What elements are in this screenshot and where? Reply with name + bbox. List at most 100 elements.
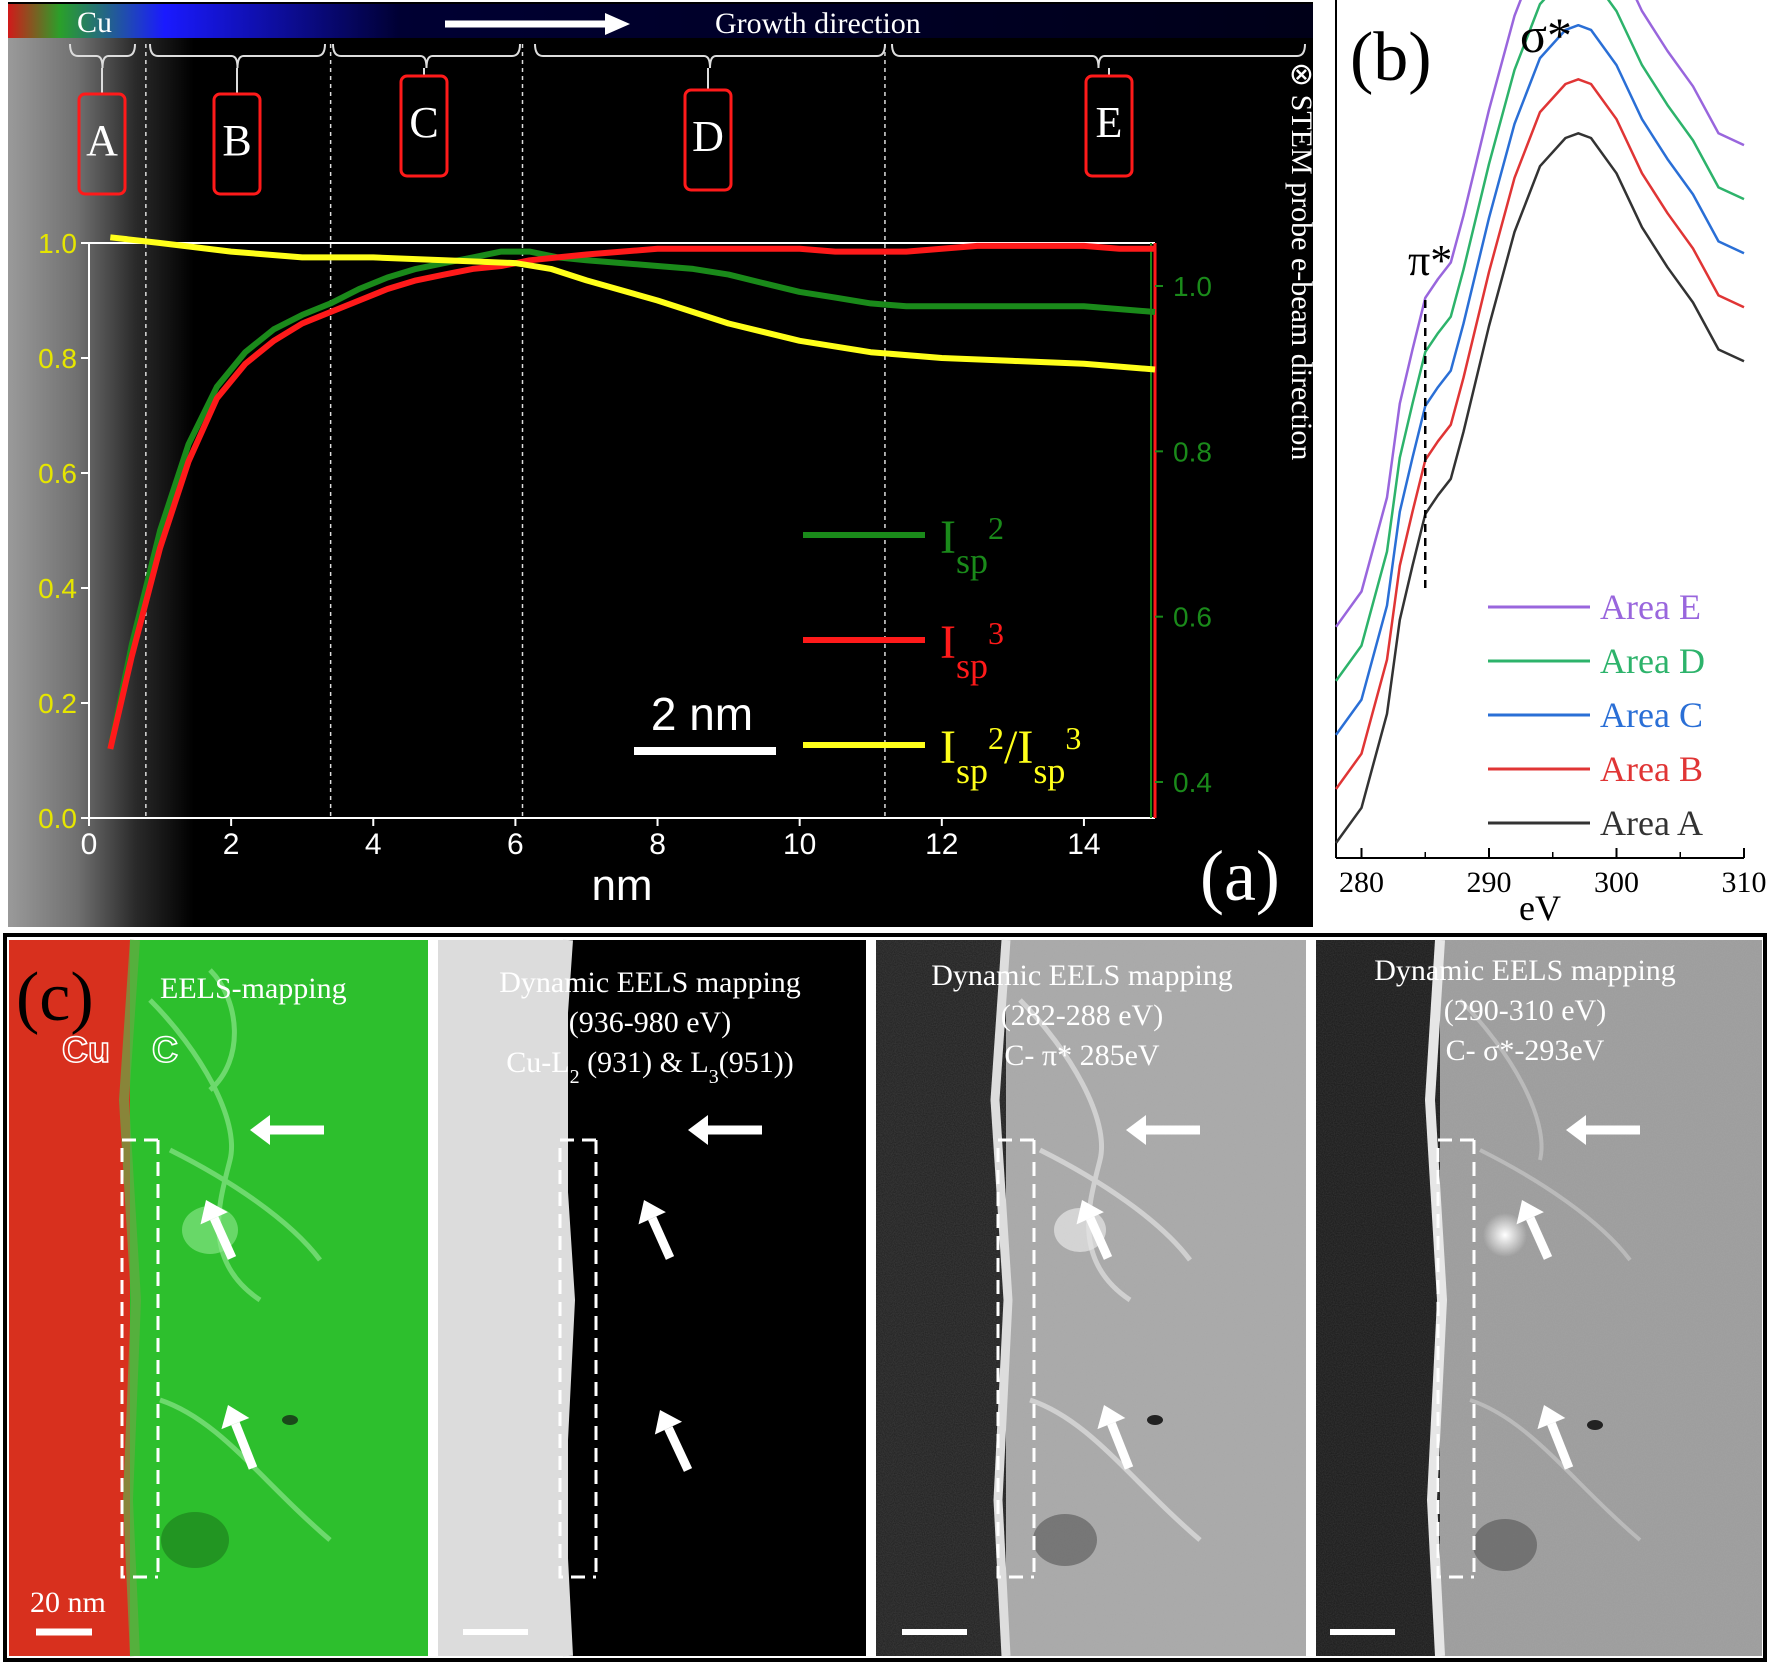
y-tick-label: 0.0	[38, 803, 77, 834]
area-box-c	[399, 74, 449, 178]
chart-b-x-axis-label: eV	[1519, 888, 1561, 928]
area-box-e	[1084, 74, 1134, 178]
legend-text-part: sp	[956, 541, 988, 581]
legend-text-part: 2	[988, 720, 1004, 756]
map2-mid: (931) & L	[580, 1046, 709, 1079]
legend-text-part: sp	[956, 646, 988, 686]
arrow-icon	[1097, 1405, 1126, 1430]
map2-cu-l: Cu-L	[506, 1046, 569, 1079]
x-tick-label: 12	[925, 828, 958, 861]
legend-label-sp2: Isp2	[940, 510, 1004, 581]
growth-arrow-icon	[605, 13, 630, 35]
legend-label-area-e: Area E	[1600, 587, 1701, 627]
y2-tick-label: 1.0	[1173, 271, 1212, 302]
legend-text-part: 2	[988, 510, 1004, 546]
spectrum-area-a	[1334, 132, 1745, 844]
arrow-shaft-1-3	[231, 1421, 258, 1470]
x-tick-label: 0	[81, 828, 98, 861]
area-label-e: E	[1096, 98, 1123, 147]
area-box-a	[77, 92, 127, 196]
legend-text-part: 3	[988, 615, 1004, 651]
arrow-icon	[654, 1410, 683, 1435]
area-bracket-c	[332, 43, 521, 69]
bright-spot	[1483, 1213, 1527, 1257]
legend-label-ratio: Isp2/Isp3	[940, 720, 1081, 791]
map2-title-line1: Dynamic EELS mapping	[499, 966, 801, 999]
area-box-b	[212, 92, 262, 196]
chart-b: 280 290 300 310 eV Area E Area D Area C Area B Ar…	[1334, 0, 1767, 928]
pi-star-label: π*	[1408, 236, 1452, 285]
spectrum-area-c	[1334, 23, 1745, 736]
chart-b-x-tick-label: 290	[1467, 866, 1512, 899]
series-line-sp3	[107, 242, 1155, 750]
legend-text-part: I	[940, 616, 956, 669]
eels-map-sigma: Dynamic EELS mapping (290-310 eV) C- σ*-…	[1316, 939, 1762, 1657]
legend-text-part: I	[940, 721, 956, 774]
panel-b: 280 290 300 310 eV Area E Area D Area C Area B Ar…	[1334, 0, 1767, 928]
arrow-icon	[250, 1115, 270, 1145]
legend-label-area-a: Area A	[1600, 803, 1703, 843]
arrow-icon	[1516, 1200, 1544, 1225]
spectrum-area-b	[1334, 78, 1745, 790]
y-tick-label: 0.2	[38, 688, 77, 719]
area-bracket-e	[891, 43, 1306, 69]
arrow-shaft-4-2	[1526, 1216, 1553, 1260]
scale-bar-label: 20 nm	[30, 1586, 106, 1619]
panel-b-label: (b)	[1350, 19, 1432, 96]
growth-direction-label: Growth direction	[715, 7, 921, 40]
legend-text-part: sp	[956, 751, 988, 791]
map4-title-line2: (290-310 eV)	[1444, 994, 1606, 1027]
stem-image-gradient	[8, 38, 588, 927]
map2-title-line3: Cu-L2 (931) & L3(951))	[506, 1046, 793, 1088]
panel-c-label: (c)	[16, 959, 94, 1036]
area-bracket-d	[534, 43, 886, 69]
panel-a: Cu Growth direction A B C D E ⊗ STEM probe e…	[8, 2, 1318, 927]
map3-title-line1: Dynamic EELS mapping	[931, 959, 1233, 992]
legend-text-part: sp	[1033, 751, 1065, 791]
legend-label-area-d: Area D	[1600, 641, 1705, 681]
scale-bar-2nm-label: 2 nm	[651, 688, 753, 740]
panel-c: EELS-mapping Cu C (c) 20 nm Dynamic EELS…	[3, 933, 1767, 1662]
area-label-a: A	[86, 116, 118, 165]
x-tick-label: 6	[507, 828, 524, 861]
colorbar	[8, 4, 1313, 38]
spectrum-area-d	[1334, 0, 1745, 682]
dashed-box-left-3	[996, 1138, 1034, 1579]
area-box-d	[683, 88, 733, 192]
spectrum-area-e	[1334, 0, 1745, 628]
area-label-c: C	[409, 98, 438, 147]
y-tick-label: 1.0	[38, 228, 77, 259]
map1-title: EELS-mapping	[160, 972, 347, 1005]
chart-a: 0 2 4 6 8 10 12 14 nm 0.0 0.2 0.4 0.6 0.8 1.0 0.4 0.6 0.8…	[38, 44, 1212, 910]
dashed-box-left-1	[120, 1138, 158, 1579]
map2-end: (951))	[719, 1046, 794, 1079]
arrow-icon	[221, 1405, 250, 1430]
map4-title-line3: C- σ*-293eV	[1446, 1034, 1605, 1067]
eels-map-color: EELS-mapping Cu C (c) 20 nm	[9, 939, 428, 1657]
eels-map-cu: Dynamic EELS mapping (936-980 eV) Cu-L2 …	[438, 939, 866, 1657]
area-boxes: A B C D E	[77, 74, 1134, 196]
map2-sub-2: 2	[570, 1066, 580, 1088]
map3-title-line3: C- π* 285eV	[1004, 1039, 1159, 1072]
map2-title-line2: (936-980 eV)	[569, 1006, 731, 1039]
area-label-b: B	[222, 116, 251, 165]
sigma-star-label: σ*	[1520, 7, 1572, 63]
y2-tick-label: 0.8	[1173, 436, 1212, 467]
map3-title-line2: (282-288 eV)	[1001, 999, 1163, 1032]
map2-cu-region	[438, 940, 568, 1656]
legend-text-part: 3	[1065, 720, 1081, 756]
arrow-shaft-3-2	[1086, 1216, 1113, 1260]
y-tick-label: 0.4	[38, 573, 77, 604]
map1-cu-label: Cu	[62, 1029, 110, 1070]
arrow-icon	[638, 1200, 666, 1225]
arrow-shaft-1-2	[210, 1216, 237, 1260]
arrow-shaft-4-3	[1547, 1421, 1574, 1470]
chart-b-x-tick-label: 310	[1722, 866, 1767, 899]
legend-text-part: I	[940, 511, 956, 564]
area-label-d: D	[692, 112, 724, 161]
x-tick-label: 14	[1067, 828, 1100, 861]
colorbar-cu-label: Cu	[77, 6, 112, 39]
panel-a-label: (a)	[1200, 836, 1280, 916]
chart-b-x-tick-label: 300	[1594, 866, 1639, 899]
